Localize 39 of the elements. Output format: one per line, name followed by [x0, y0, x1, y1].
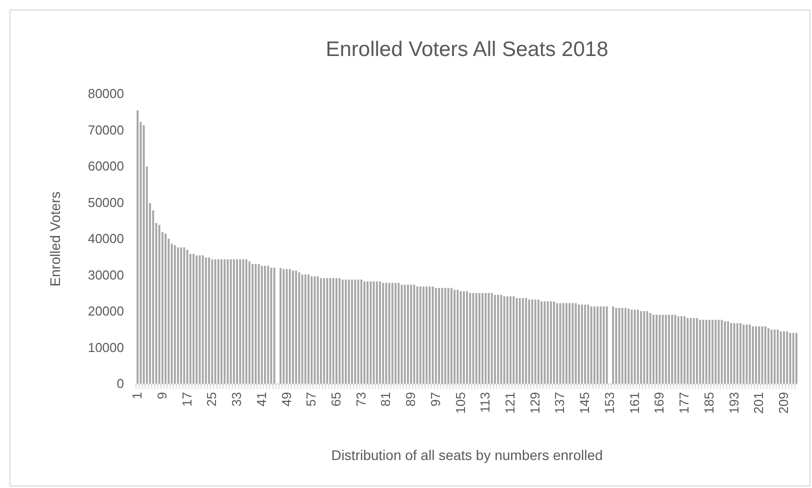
- x-tick-label: 57: [304, 392, 319, 406]
- chart-title: Enrolled Voters All Seats 2018: [326, 38, 608, 61]
- y-tick-label: 40000: [88, 231, 124, 246]
- x-tick-label: 17: [179, 392, 194, 406]
- y-tick-label: 30000: [88, 267, 124, 282]
- x-tick-label: 153: [602, 392, 617, 414]
- x-tick-label: 185: [701, 392, 716, 414]
- y-tick-label: 60000: [88, 158, 124, 174]
- x-tick-label: 121: [502, 392, 518, 414]
- x-tick-label: 97: [428, 392, 443, 406]
- y-tick-label: 80000: [88, 86, 124, 101]
- x-tick-label: 129: [527, 392, 542, 414]
- x-tick-label: 137: [552, 392, 568, 414]
- x-tick-label: 1: [130, 392, 145, 400]
- x-tick-label: 113: [478, 392, 493, 413]
- x-tick-label: 177: [676, 392, 692, 414]
- x-tick-label: 193: [726, 392, 742, 414]
- x-tick-label: 161: [626, 392, 642, 414]
- y-tick-label: 0: [116, 376, 124, 391]
- y-tick-label: 50000: [88, 194, 124, 210]
- x-tick-label: 41: [254, 392, 269, 406]
- x-tick-label: 73: [353, 392, 368, 406]
- y-tick-label: 70000: [88, 122, 124, 138]
- x-tick-label: 33: [229, 392, 244, 406]
- x-tick-label: 81: [378, 392, 394, 406]
- x-tick-label: 89: [403, 392, 418, 406]
- x-tick-label: 9: [154, 392, 170, 400]
- x-tick-label: 65: [328, 392, 344, 406]
- x-tick-label: 209: [776, 392, 791, 414]
- x-tick-label: 49: [278, 392, 294, 406]
- y-tick-label: 20000: [88, 304, 124, 318]
- y-axis-title: Enrolled Voters: [47, 192, 63, 286]
- x-tick-label: 25: [204, 392, 220, 406]
- x-tick-label: 169: [652, 392, 667, 414]
- x-tick-label: 105: [452, 392, 468, 414]
- x-tick-label: 145: [577, 392, 592, 414]
- x-tick-label: 201: [751, 392, 766, 414]
- y-tick-label: 10000: [88, 340, 124, 355]
- x-axis-title: Distribution of all seats by numbers enrolled: [331, 447, 603, 463]
